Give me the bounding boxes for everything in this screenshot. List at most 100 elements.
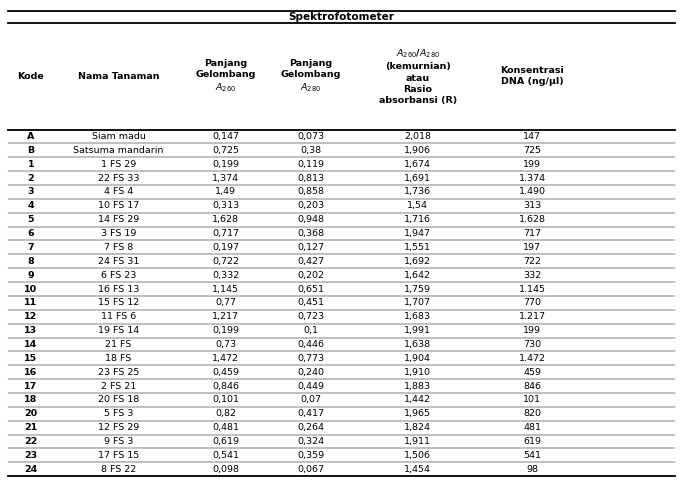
Text: 20 FS 18: 20 FS 18 [98, 396, 139, 405]
Text: 0,324: 0,324 [297, 437, 324, 446]
Text: 0,197: 0,197 [212, 243, 239, 252]
Text: 1,217: 1,217 [212, 312, 239, 321]
Text: 5 FS 3: 5 FS 3 [104, 409, 133, 418]
Text: Panjang
Gelombang
$A_{260}$: Panjang Gelombang $A_{260}$ [195, 59, 256, 94]
Text: 0,813: 0,813 [297, 174, 324, 182]
Text: 1,683: 1,683 [404, 312, 432, 321]
Text: 0,773: 0,773 [297, 354, 324, 363]
Text: 1,707: 1,707 [404, 299, 432, 307]
Text: 0,067: 0,067 [297, 465, 324, 474]
Text: 846: 846 [523, 382, 541, 391]
Text: 0,73: 0,73 [215, 340, 236, 349]
Text: 1,965: 1,965 [404, 409, 432, 418]
Text: 0,359: 0,359 [297, 451, 324, 460]
Text: 0,1: 0,1 [303, 326, 318, 335]
Text: 98: 98 [526, 465, 538, 474]
Text: 1,906: 1,906 [404, 146, 432, 155]
Text: 23 FS 25: 23 FS 25 [98, 368, 139, 377]
Text: 0,846: 0,846 [212, 382, 239, 391]
Text: 22: 22 [24, 437, 38, 446]
Text: 1,442: 1,442 [404, 396, 432, 405]
Text: 6 FS 23: 6 FS 23 [101, 271, 136, 280]
Text: 16 FS 13: 16 FS 13 [98, 285, 139, 293]
Text: 1,991: 1,991 [404, 326, 432, 335]
Text: 19 FS 14: 19 FS 14 [98, 326, 139, 335]
Text: 199: 199 [523, 326, 541, 335]
Text: 20: 20 [25, 409, 38, 418]
Text: 15 FS 12: 15 FS 12 [98, 299, 139, 307]
Text: 0,427: 0,427 [297, 257, 324, 266]
Text: 0,203: 0,203 [297, 201, 324, 210]
Text: 0,368: 0,368 [297, 229, 324, 238]
Text: 1,736: 1,736 [404, 188, 432, 196]
Text: 0,948: 0,948 [297, 215, 324, 224]
Text: 2 FS 21: 2 FS 21 [101, 382, 136, 391]
Text: 3: 3 [27, 188, 34, 196]
Text: 0,451: 0,451 [297, 299, 324, 307]
Text: 0,481: 0,481 [212, 423, 239, 432]
Text: 1,716: 1,716 [404, 215, 432, 224]
Text: 0,147: 0,147 [212, 132, 239, 141]
Text: 24 FS 31: 24 FS 31 [98, 257, 139, 266]
Text: 2: 2 [27, 174, 34, 182]
Text: 0,199: 0,199 [212, 326, 239, 335]
Text: Nama Tanaman: Nama Tanaman [78, 72, 159, 81]
Text: 21 FS: 21 FS [105, 340, 132, 349]
Text: 0,07: 0,07 [300, 396, 321, 405]
Text: Siam madu: Siam madu [92, 132, 145, 141]
Text: B: B [27, 146, 34, 155]
Text: 13: 13 [25, 326, 38, 335]
Text: Panjang
Gelombang
$A_{280}$: Panjang Gelombang $A_{280}$ [280, 59, 341, 94]
Text: 725: 725 [523, 146, 541, 155]
Text: 1,454: 1,454 [404, 465, 432, 474]
Text: 18 FS: 18 FS [105, 354, 132, 363]
Text: 1.374: 1.374 [518, 174, 546, 182]
Text: 1,642: 1,642 [404, 271, 432, 280]
Text: 101: 101 [523, 396, 541, 405]
Text: 23: 23 [25, 451, 38, 460]
Text: 14: 14 [24, 340, 38, 349]
Text: 1,374: 1,374 [212, 174, 240, 182]
Text: 0,119: 0,119 [297, 160, 324, 169]
Text: 0,651: 0,651 [297, 285, 324, 293]
Text: 0,073: 0,073 [297, 132, 324, 141]
Text: 1,506: 1,506 [404, 451, 432, 460]
Text: Satsuma mandarin: Satsuma mandarin [73, 146, 164, 155]
Text: 481: 481 [523, 423, 541, 432]
Text: 10 FS 17: 10 FS 17 [98, 201, 139, 210]
Text: 1.628: 1.628 [518, 215, 546, 224]
Text: 5: 5 [27, 215, 34, 224]
Text: 0,264: 0,264 [297, 423, 324, 432]
Text: 11 FS 6: 11 FS 6 [101, 312, 136, 321]
Text: 0,459: 0,459 [212, 368, 239, 377]
Text: 730: 730 [523, 340, 541, 349]
Text: 1,692: 1,692 [404, 257, 432, 266]
Text: 14 FS 29: 14 FS 29 [98, 215, 139, 224]
Text: 1,628: 1,628 [212, 215, 239, 224]
Text: 0,619: 0,619 [212, 437, 239, 446]
Text: 197: 197 [523, 243, 541, 252]
Text: 1,911: 1,911 [404, 437, 432, 446]
Text: 12: 12 [24, 312, 38, 321]
Text: 1.217: 1.217 [518, 312, 546, 321]
Text: 313: 313 [523, 201, 541, 210]
Text: 15: 15 [25, 354, 38, 363]
Text: 541: 541 [523, 451, 541, 460]
Text: 722: 722 [523, 257, 541, 266]
Text: 1,691: 1,691 [404, 174, 432, 182]
Text: 17 FS 15: 17 FS 15 [98, 451, 139, 460]
Text: 1,674: 1,674 [404, 160, 432, 169]
Text: 1 FS 29: 1 FS 29 [101, 160, 136, 169]
Text: A: A [27, 132, 35, 141]
Text: 0,417: 0,417 [297, 409, 324, 418]
Text: 1.472: 1.472 [518, 354, 546, 363]
Text: 22 FS 33: 22 FS 33 [98, 174, 139, 182]
Text: 1,145: 1,145 [212, 285, 239, 293]
Text: 0,717: 0,717 [212, 229, 239, 238]
Text: 1,49: 1,49 [215, 188, 236, 196]
Text: 0,202: 0,202 [297, 271, 324, 280]
Text: 0,858: 0,858 [297, 188, 324, 196]
Text: 1,904: 1,904 [404, 354, 432, 363]
Text: 0,541: 0,541 [212, 451, 239, 460]
Text: Konsentrasi
DNA (ng/µl): Konsentrasi DNA (ng/µl) [500, 66, 564, 86]
